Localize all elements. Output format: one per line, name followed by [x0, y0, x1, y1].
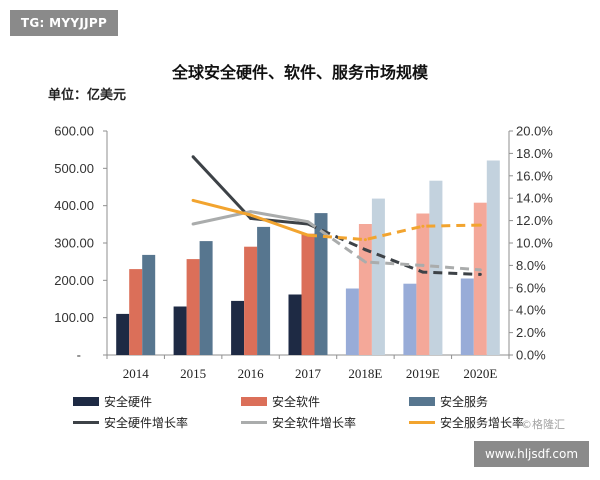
point-hardware-growth-2015: [191, 155, 195, 159]
y-left-tick-label: 300.00: [54, 236, 94, 251]
bar-software-2014: [129, 269, 143, 355]
legend-label-services-growth: 安全服务增长率: [440, 415, 525, 430]
legend-label-software-growth: 安全软件增长率: [272, 415, 357, 430]
y-right-tick-label: 14.0%: [516, 191, 553, 206]
point-services-growth-2015: [191, 198, 195, 202]
point-software-growth-2018e: [363, 260, 367, 264]
y-right-tick-label: 8.0%: [516, 258, 546, 273]
y-left-tick-labels: 600.00 500.00 400.00 300.00 200.00 100.00 -: [54, 124, 94, 363]
y-right-tick-label: 12.0%: [516, 213, 553, 228]
legend-label-hardware: 安全硬件: [104, 394, 153, 409]
point-hardware-growth-2016: [249, 216, 253, 220]
y-left-tick-label: 500.00: [54, 161, 94, 176]
legend-item-services: 安全服务: [409, 393, 488, 409]
x-tick-label: 2018E: [348, 366, 382, 381]
y-left-tick-label: 200.00: [54, 273, 94, 288]
bar-services-2020e: [486, 160, 500, 355]
bar-services-2014: [142, 254, 156, 355]
legend-item-hardware: 安全硬件: [73, 393, 152, 409]
y-right-tick-label: 20.0%: [516, 124, 553, 139]
y-right-tick-label: 16.0%: [516, 168, 553, 183]
chart-title: 全球安全硬件、软件、服务市场规模: [171, 63, 428, 82]
bar-hardware-2017: [288, 294, 302, 355]
point-hardware-growth-2019e: [421, 270, 425, 274]
watermark-source: ©格隆汇: [521, 418, 565, 431]
bar-software-2019e: [416, 213, 430, 355]
hardware-growth-line-forecast: [307, 222, 481, 276]
services-growth-line-forecast: [307, 223, 481, 242]
bar-hardware-2020e: [460, 278, 474, 355]
bar-hardware-2018e: [345, 288, 359, 355]
software-growth-series: [191, 210, 482, 272]
y-left-tick-label: 400.00: [54, 198, 94, 213]
legend-swatch-services-growth: [409, 420, 435, 424]
bar-software-2015: [186, 259, 200, 355]
y-right-tick-label: 18.0%: [516, 146, 553, 161]
bar-services-2018e: [371, 198, 385, 355]
x-tick-label: 2015: [180, 366, 206, 381]
bar-software-2016: [244, 246, 258, 355]
point-services-growth-2018e: [363, 238, 367, 242]
x-tick-label: 2019E: [406, 366, 440, 381]
bar-hardware-2014: [116, 313, 130, 355]
legend-label-hardware-growth: 安全硬件增长率: [104, 415, 189, 430]
unit-label: 单位：亿美元: [48, 88, 127, 103]
bar-services-2015: [199, 241, 213, 355]
legend-swatch-services: [409, 396, 435, 406]
legend: 安全硬件 安全软件 安全服务 安全硬件增长率 安全软件增长率 安全服务增长率: [73, 393, 543, 431]
y-left-tick-label: 600.00: [54, 124, 94, 139]
point-hardware-growth-2018e: [363, 248, 367, 252]
point-software-growth-2015: [191, 222, 195, 226]
y-right-tick-label: 4.0%: [516, 303, 546, 318]
x-tick-label: 2017: [295, 366, 322, 381]
legend-label-services: 安全服务: [440, 394, 489, 409]
software-growth-line-forecast: [307, 220, 481, 272]
bar-software-2017: [301, 233, 315, 355]
point-software-growth-2019e: [421, 263, 425, 267]
bar-hardware-2019e: [403, 283, 417, 355]
x-tick-label: 2014: [123, 366, 150, 381]
services-growth-series: [191, 198, 482, 242]
legend-swatch-software: [241, 396, 267, 406]
bar-software-2020e: [473, 202, 487, 355]
y-right-tick-label: 2.0%: [516, 325, 546, 340]
hardware-growth-series: [191, 155, 482, 276]
y-right-tick-label: 10.0%: [516, 236, 553, 251]
point-software-growth-2016: [249, 210, 253, 214]
y-right-tick-label: 0.0%: [516, 348, 546, 363]
y-left-tick-label: 100.00: [54, 310, 94, 325]
bar-services-2017: [314, 213, 328, 355]
bar-services-2016: [257, 226, 271, 355]
growth-lines: [191, 155, 482, 276]
legend-swatch-hardware: [73, 396, 99, 406]
legend-item-services-growth: 安全服务增长率: [409, 414, 524, 430]
legend-item-software-growth: 安全软件增长率: [241, 414, 356, 430]
point-software-growth-2020e: [478, 268, 482, 272]
x-tick-label: 2016: [238, 366, 265, 381]
legend-item-software: 安全软件: [241, 393, 320, 409]
watermark-top-left: TG: MYYJJPP: [10, 10, 118, 36]
point-services-growth-2019e: [421, 224, 425, 228]
y-left-tick-label: -: [77, 348, 81, 363]
legend-swatch-hardware-growth: [73, 420, 99, 424]
point-hardware-growth-2020e: [478, 272, 482, 276]
bars: [116, 160, 500, 355]
bar-software-2018e: [358, 224, 372, 355]
x-tick-labels: 2014 2015 2016 2017 2018E 2019E 2020E: [123, 366, 498, 381]
point-services-growth-2016: [249, 213, 253, 217]
point-services-growth-2017: [306, 233, 310, 237]
y-right-tick-labels: 20.0% 18.0% 16.0% 14.0% 12.0% 10.0% 8.0% 6.0% 4.…: [516, 124, 553, 363]
legend-swatch-software-growth: [241, 420, 267, 424]
bar-hardware-2016: [231, 300, 245, 355]
legend-label-software: 安全软件: [272, 394, 321, 409]
point-software-growth-2017: [306, 220, 310, 224]
bar-hardware-2015: [173, 306, 187, 355]
y-right-tick-label: 6.0%: [516, 280, 546, 295]
watermark-bottom-right: www.hljsdf.com: [474, 441, 589, 467]
point-services-growth-2020e: [478, 223, 482, 227]
x-tick-label: 2020E: [463, 366, 497, 381]
legend-item-hardware-growth: 安全硬件增长率: [73, 414, 188, 430]
